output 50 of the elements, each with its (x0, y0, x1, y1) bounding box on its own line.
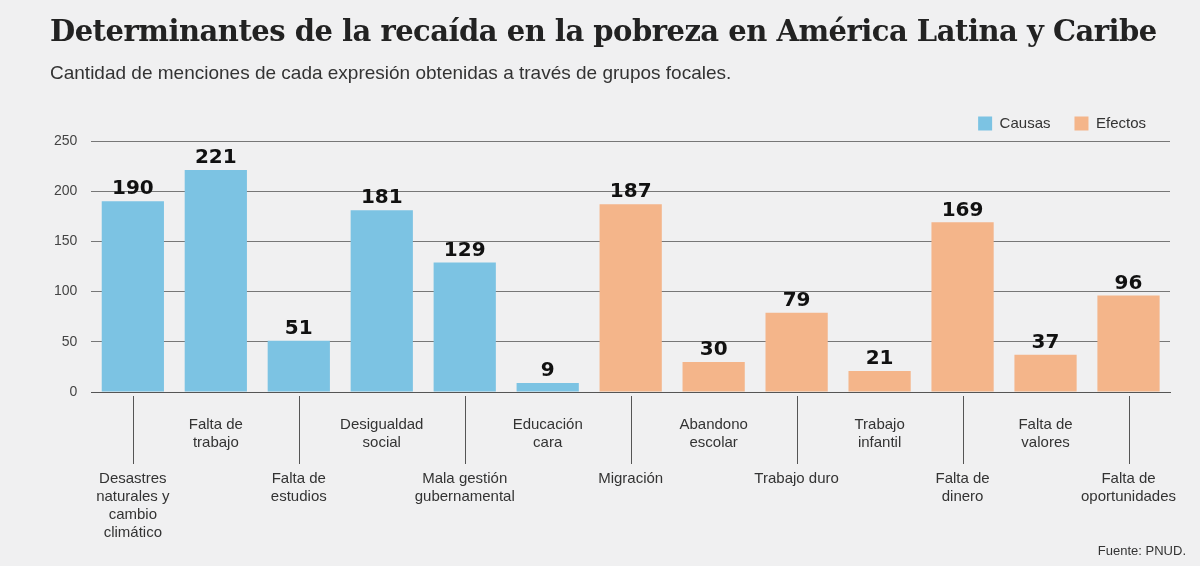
y-tick-label: 150 (54, 232, 78, 249)
data-label: 51 (284, 315, 313, 339)
data-label: 96 (1114, 269, 1143, 294)
x-tick-label: Falta de valores (1018, 415, 1073, 451)
data-label: 37 (1031, 329, 1060, 354)
x-tick-label: Desigualdad social (340, 415, 424, 451)
x-tick-label: Desastres naturales y cambio climático (96, 469, 171, 541)
chart-title: Determinantes de la recaída en la pobreza en América Latina y Caribe (50, 14, 1157, 48)
bar (931, 222, 994, 392)
chart-subtitle: Cantidad de menciones de cada expresión obtenidas a través de grupos focales. (50, 62, 732, 84)
bar (516, 382, 579, 392)
bar (1014, 354, 1077, 392)
data-label: 190 (111, 175, 154, 200)
y-tick-label: 100 (54, 282, 78, 299)
data-label: 181 (360, 184, 403, 209)
data-label: 169 (941, 196, 984, 221)
x-tick-label: Falta de oportunidades (1080, 469, 1177, 505)
bar (599, 204, 662, 392)
source-note: Fuente: PNUD. (1097, 543, 1186, 558)
data-label: 9 (540, 357, 555, 382)
bar (682, 361, 745, 392)
data-label: 221 (194, 144, 237, 169)
data-label: 30 (699, 336, 728, 361)
bar (1097, 295, 1160, 392)
x-tick-label: Falta de trabajo (188, 415, 243, 451)
legend-label: Efectos (1095, 113, 1147, 131)
bar (267, 340, 330, 392)
data-label: 79 (782, 286, 811, 311)
x-tick-label: Trabajo infantil (854, 415, 905, 451)
x-tick-label: Trabajo duro (754, 469, 839, 487)
legend-label: Causas (999, 113, 1051, 131)
bar (101, 201, 164, 392)
x-tick-label: Abandono escolar (679, 415, 748, 451)
data-label: 187 (609, 178, 652, 203)
bar (433, 262, 496, 392)
bar (350, 210, 413, 392)
x-tick-label: Mala gestión gubernamental (414, 469, 515, 505)
y-tick-label: 200 (54, 182, 78, 199)
x-tick-label: Educación cara (512, 415, 583, 451)
y-tick-label: 50 (61, 332, 78, 349)
data-label: 129 (443, 236, 486, 261)
x-tick-label: Migración (598, 469, 664, 487)
x-tick-label: Falta de estudios (270, 469, 327, 505)
y-tick-label: 250 (54, 131, 78, 148)
x-tick-label: Falta de dinero (935, 469, 990, 505)
bar (184, 170, 247, 392)
bar (848, 370, 911, 392)
y-tick-label: 0 (69, 382, 78, 399)
data-label: 21 (865, 345, 894, 370)
bar (765, 312, 828, 392)
